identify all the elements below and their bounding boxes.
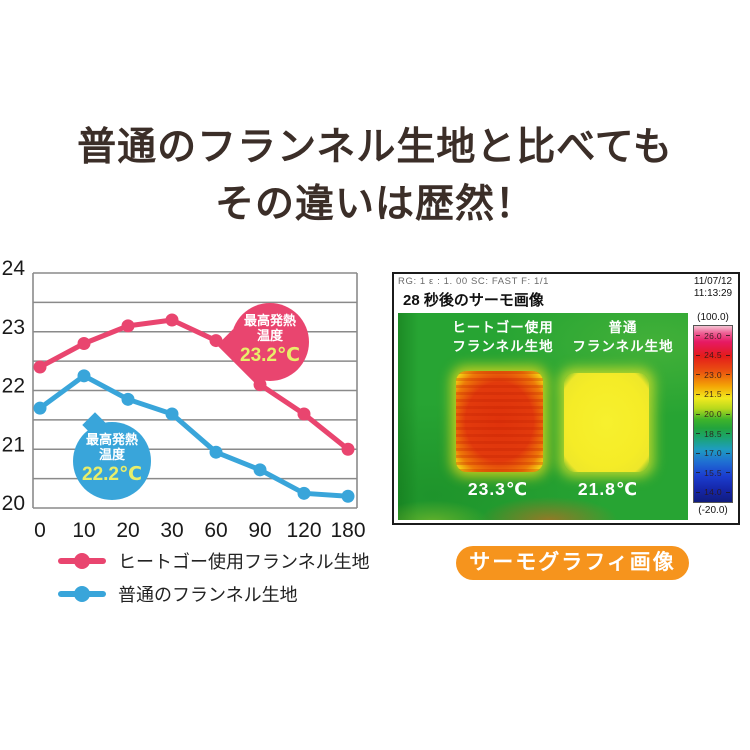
legend-dot xyxy=(74,586,90,602)
sample-label-line: 普通 xyxy=(608,320,638,335)
scale-tick-row: 17.0 xyxy=(694,443,732,463)
thermal-meta-text: RG: 1 ε : 1. 00 SC: FAST F: 1/1 xyxy=(398,276,549,287)
svg-text:23: 23 xyxy=(2,316,25,339)
scale-tick-row: 23.0 xyxy=(694,365,732,385)
scale-tick-label: 20.0 xyxy=(704,409,722,420)
svg-text:10: 10 xyxy=(72,519,95,542)
callout-label: 温度 xyxy=(98,446,125,462)
max-temp-callout-heatgo: 最高発熱 温度 23.2℃ xyxy=(220,303,309,381)
callout-label: 最高発熱 xyxy=(85,432,138,447)
svg-text:120: 120 xyxy=(286,519,321,542)
thermography-panel: RG: 1 ε : 1. 00 SC: FAST F: 1/1 28 秒後のサー… xyxy=(392,272,740,525)
svg-text:0: 0 xyxy=(34,519,46,542)
svg-text:24: 24 xyxy=(2,257,26,280)
page-title-line1: 普通のフランネル生地と比べても xyxy=(77,126,673,169)
thermal-date: 11/07/12 xyxy=(693,276,733,287)
sample-temp-heatgo: 23.3℃ xyxy=(467,479,529,499)
svg-text:20: 20 xyxy=(116,519,139,542)
legend-label: 普通のフランネル生地 xyxy=(118,585,298,605)
svg-text:90: 90 xyxy=(248,519,271,542)
temperature-chart: 20 21 22 23 24 0 10 20 30 60 90 120 180 xyxy=(0,250,385,550)
page-title: 普通のフランネル生地と比べても その違いは歴然！ xyxy=(0,120,750,233)
legend-item-heatgo: ヒートゴー使用フランネル生地 xyxy=(58,549,370,573)
scale-tick-row: 26.0 xyxy=(694,326,732,346)
svg-text:180: 180 xyxy=(330,519,365,542)
scale-tick-label: 21.5 xyxy=(704,389,722,400)
scale-under-label: (-20.0) xyxy=(698,505,728,516)
scale-tick-row: 14.0 xyxy=(694,483,732,503)
thermography-badge: サーモグラフィ画像 xyxy=(456,546,689,580)
sample-label-normal: 普通 フランネル生地 xyxy=(558,319,688,357)
temperature-chart-svg: 20 21 22 23 24 0 10 20 30 60 90 120 180 xyxy=(2,257,366,542)
thermal-color-scale: 26.0 24.5 23.0 21.5 20.0 18.5 17.0 15.5 14.0 xyxy=(693,325,733,503)
scale-tick-row: 24.5 xyxy=(694,346,732,366)
scale-tick-row: 15.5 xyxy=(694,463,732,483)
legend-dot xyxy=(74,553,90,569)
fabric-sample-hot xyxy=(456,371,543,472)
sample-label-line: フランネル生地 xyxy=(572,338,674,354)
scale-tick-row: 20.0 xyxy=(694,404,732,424)
scale-tick-label: 14.0 xyxy=(704,487,722,498)
callout-label: 最高発熱 xyxy=(243,313,296,328)
sample-label-heatgo: ヒートゴー使用 フランネル生地 xyxy=(423,319,583,357)
scale-tick-label: 26.0 xyxy=(704,330,722,341)
svg-text:20: 20 xyxy=(2,492,25,515)
scale-tick-label: 18.5 xyxy=(704,428,722,439)
max-temp-callout-normal: 最高発熱 温度 22.2℃ xyxy=(73,412,151,500)
callout-value: 23.2℃ xyxy=(240,344,300,366)
thermal-caption: 28 秒後のサーモ画像 xyxy=(403,292,544,309)
thermal-image: ヒートゴー使用 フランネル生地 普通 フランネル生地 23.3℃ 21.8℃ xyxy=(398,313,688,520)
sample-temp-normal: 21.8℃ xyxy=(577,479,639,499)
legend-item-normal: 普通のフランネル生地 xyxy=(58,582,370,606)
page-title-line2: その違いは歴然！ xyxy=(214,182,535,226)
fabric-sample-warm xyxy=(564,373,649,472)
thermal-time: 11:13:29 xyxy=(693,288,733,299)
svg-text:21: 21 xyxy=(2,433,25,456)
sample-label-line: ヒートゴー使用 xyxy=(452,320,554,335)
chart-legend: ヒートゴー使用フランネル生地 普通のフランネル生地 xyxy=(58,549,370,615)
scale-tick-label: 17.0 xyxy=(704,448,722,459)
callout-label: 温度 xyxy=(256,327,283,343)
legend-label: ヒートゴー使用フランネル生地 xyxy=(118,552,370,572)
svg-text:30: 30 xyxy=(160,519,183,542)
sample-label-line: フランネル生地 xyxy=(452,338,554,354)
thermal-scale-column: 11/07/12 11:13:29 (100.0) 26.0 24.5 23.0 21… xyxy=(688,274,738,523)
scale-tick-row: 18.5 xyxy=(694,424,732,444)
scale-tick-label: 23.0 xyxy=(704,369,722,380)
legend-marker-blue xyxy=(58,586,106,602)
callout-value: 22.2℃ xyxy=(82,463,142,485)
svg-text:60: 60 xyxy=(204,519,227,542)
scale-tick-label: 15.5 xyxy=(704,467,722,478)
svg-text:22: 22 xyxy=(2,375,25,398)
scale-tick-label: 24.5 xyxy=(704,350,722,361)
scale-over-label: (100.0) xyxy=(697,312,729,323)
scale-tick-row: 21.5 xyxy=(694,385,732,405)
legend-marker-pink xyxy=(58,553,106,569)
